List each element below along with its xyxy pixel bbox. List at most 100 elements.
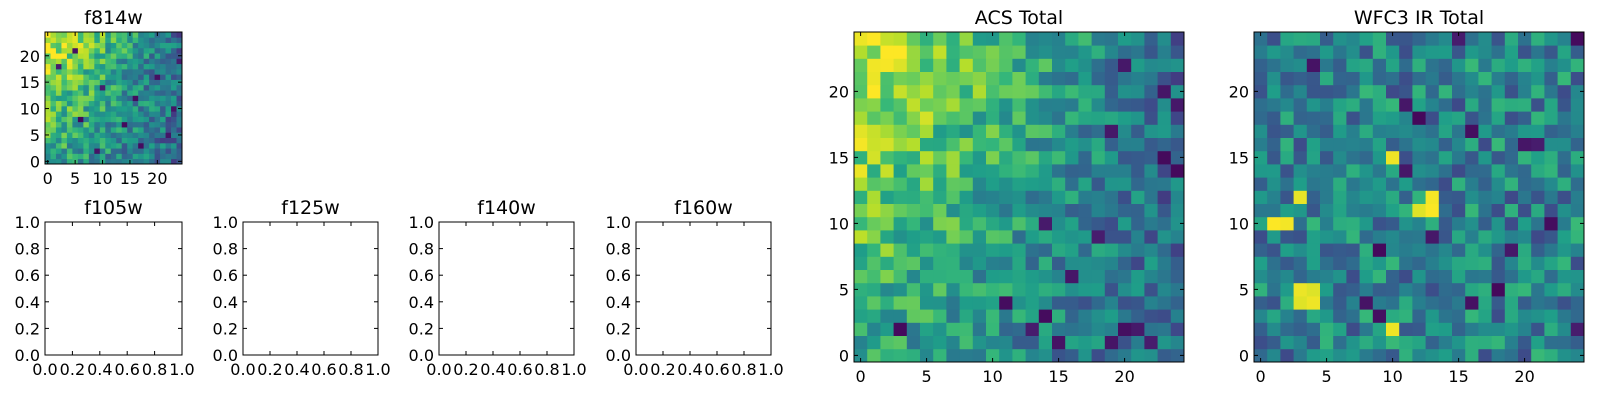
heatmap-cell <box>946 150 960 165</box>
heatmap-cell <box>1478 269 1492 284</box>
heatmap-cell <box>176 84 183 91</box>
heatmap-cell <box>920 190 934 204</box>
heatmap-cell <box>55 116 62 123</box>
x-tick-label: 5 <box>1322 367 1332 386</box>
heatmap-cell <box>110 58 117 65</box>
heatmap-cell <box>105 63 112 70</box>
heatmap-cell <box>127 116 134 123</box>
heatmap-cell <box>1157 203 1172 218</box>
heatmap-cell <box>1518 322 1532 336</box>
heatmap-cell <box>55 111 62 117</box>
heatmap-cell <box>88 84 95 91</box>
heatmap-cell <box>105 58 112 65</box>
heatmap-cell <box>1306 335 1321 350</box>
heatmap-cell <box>1104 190 1119 204</box>
heatmap-cell <box>959 45 974 59</box>
heatmap-cell <box>1091 335 1106 350</box>
heatmap-cell <box>1491 45 1506 59</box>
heatmap-cell <box>45 100 51 107</box>
heatmap-cell <box>972 111 987 125</box>
heatmap-cell <box>959 309 974 323</box>
heatmap-cell <box>127 63 134 70</box>
heatmap-cell <box>1118 164 1132 178</box>
heatmap-cell <box>1293 230 1308 244</box>
heatmap-cell <box>171 127 177 133</box>
heatmap-cell <box>1280 322 1294 336</box>
heatmap-cell <box>160 74 166 80</box>
heatmap-cell <box>1504 256 1519 270</box>
y-tick-label: 10 <box>20 100 40 119</box>
heatmap-cell <box>1078 309 1092 323</box>
heatmap-cell <box>1412 282 1426 297</box>
heatmap-cell <box>893 111 908 125</box>
heatmap-cell <box>972 243 987 257</box>
heatmap-cell <box>854 282 868 297</box>
heatmap-cell <box>1333 230 1347 244</box>
heatmap-cell <box>116 121 123 128</box>
heatmap-cell <box>61 32 68 38</box>
heatmap-cell <box>920 124 934 138</box>
heatmap-cell <box>94 158 101 165</box>
heatmap-cell <box>1078 216 1092 231</box>
heatmap-cell <box>1425 216 1440 231</box>
heatmap-cell <box>1399 98 1413 112</box>
heatmap-cell <box>1412 348 1426 363</box>
x-tick-label: 0.2 <box>60 360 85 379</box>
heatmap-cell <box>867 150 881 165</box>
heatmap-cell <box>110 121 117 128</box>
heatmap-cell <box>972 124 987 138</box>
heatmap-cell <box>1091 58 1106 72</box>
heatmap-cell <box>72 132 79 138</box>
heatmap-cell <box>66 105 73 112</box>
heatmap-cell <box>1544 71 1558 86</box>
heatmap-cell <box>1570 203 1585 218</box>
heatmap-cell <box>171 111 177 117</box>
x-tick-label: 5 <box>70 169 80 188</box>
heatmap-cell <box>1570 32 1585 46</box>
heatmap-cell <box>1025 296 1040 310</box>
heatmap-cell <box>99 84 106 91</box>
heatmap-cell <box>880 309 894 323</box>
y-tick-label: 0.2 <box>15 319 40 338</box>
heatmap-cell <box>1038 269 1053 284</box>
heatmap-cell <box>1372 269 1387 284</box>
heatmap-cell <box>1465 282 1479 297</box>
heatmap-cell <box>116 90 123 96</box>
x-tick-label: 0.4 <box>284 360 309 379</box>
heatmap-cell <box>1293 309 1308 323</box>
heatmap-cell <box>1478 98 1492 112</box>
heatmap-cell <box>1531 84 1545 99</box>
heatmap-cell <box>1025 335 1040 350</box>
heatmap-cell <box>1570 71 1585 86</box>
heatmap-cell <box>121 153 128 160</box>
heatmap-cell <box>77 105 84 112</box>
heatmap-cell <box>72 127 79 133</box>
heatmap-cell <box>1320 296 1334 310</box>
heatmap-cell <box>1104 164 1119 178</box>
heatmap-cell <box>50 42 57 49</box>
heatmap-cell <box>1104 216 1119 231</box>
heatmap-cell <box>1465 322 1479 336</box>
heatmap-cell <box>66 47 73 54</box>
heatmap-cell <box>906 71 921 86</box>
heatmap-cell <box>1293 45 1308 59</box>
heatmap-cell <box>893 164 908 178</box>
heatmap-cell <box>972 150 987 165</box>
heatmap-cell <box>999 216 1013 231</box>
heatmap-cell <box>1438 309 1453 323</box>
heatmap-cell <box>1372 230 1387 244</box>
heatmap-cell <box>1412 58 1426 72</box>
heatmap-cell <box>1570 256 1585 270</box>
heatmap-cell <box>1157 322 1172 336</box>
chart-title: f105w <box>84 197 143 219</box>
heatmap-cell <box>1518 137 1532 152</box>
heatmap-cell <box>143 84 150 91</box>
heatmap-cell <box>986 164 1000 178</box>
heatmap-cell <box>1465 111 1479 125</box>
heatmap-cell <box>1386 256 1400 270</box>
heatmap-cell <box>66 148 73 154</box>
heatmap-cell <box>1372 335 1387 350</box>
heatmap-cell <box>1065 177 1079 191</box>
heatmap-cell <box>110 137 117 144</box>
